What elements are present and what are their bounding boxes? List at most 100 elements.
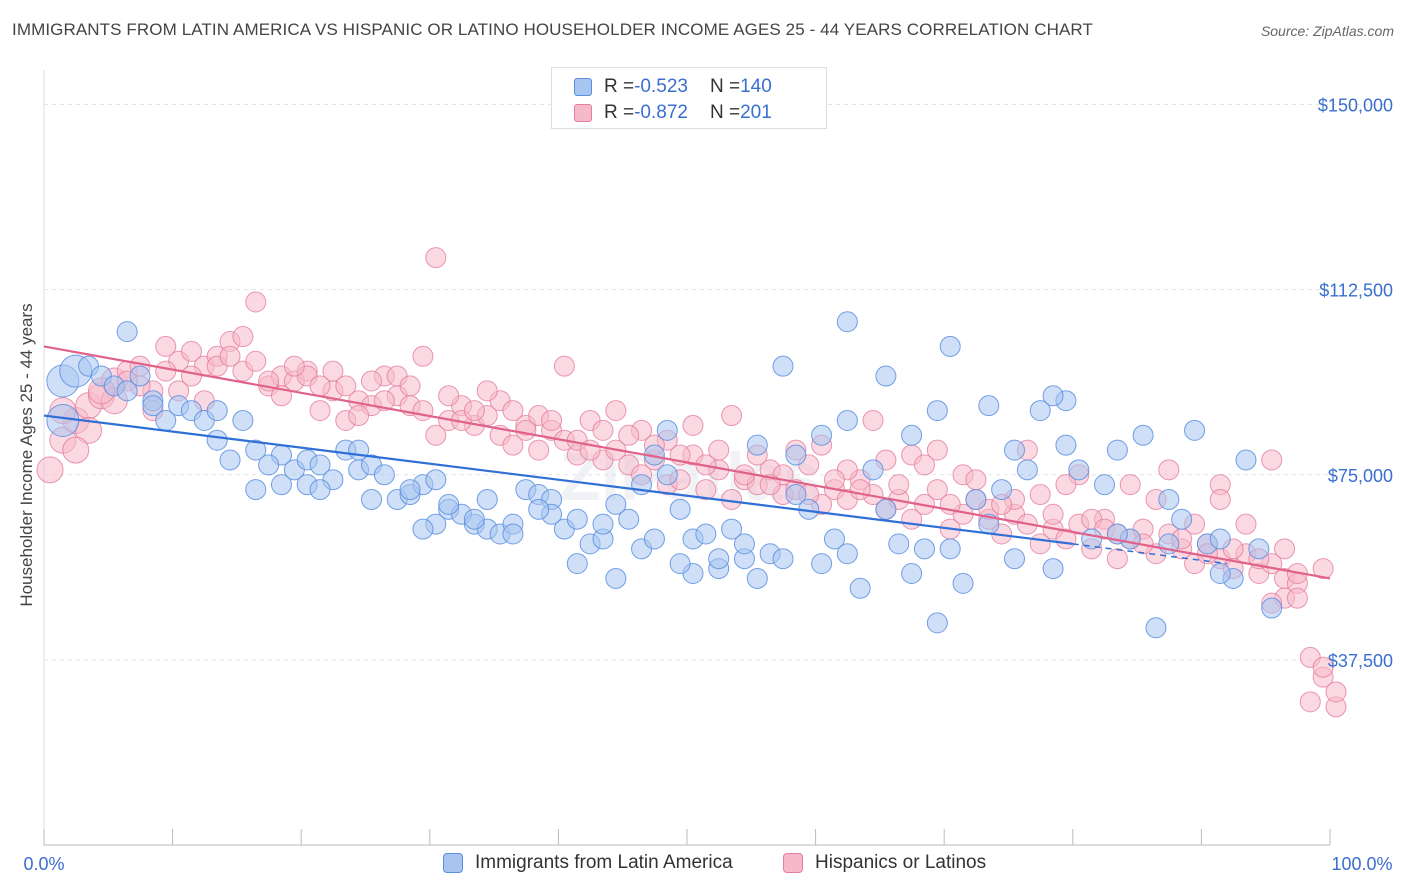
point-hispanics xyxy=(245,291,267,313)
legend-item-immigrants[interactable]: Immigrants from Latin America xyxy=(443,852,733,874)
point-hispanics xyxy=(1106,548,1128,570)
point-immigrants xyxy=(258,454,280,476)
point-immigrants xyxy=(309,479,331,501)
point-immigrants xyxy=(245,479,267,501)
point-immigrants xyxy=(1145,617,1167,639)
point-hispanics xyxy=(245,350,267,372)
point-immigrants xyxy=(772,355,794,377)
point-hispanics xyxy=(1235,513,1257,535)
point-immigrants xyxy=(785,484,807,506)
point-immigrants xyxy=(476,488,498,510)
point-immigrants xyxy=(1068,459,1090,481)
y-tick-label: $112,500 xyxy=(1319,281,1393,301)
point-hispanics xyxy=(553,355,575,377)
point-immigrants xyxy=(823,528,845,550)
point-immigrants xyxy=(746,567,768,589)
point-hispanics xyxy=(155,360,177,382)
point-immigrants xyxy=(1171,508,1193,530)
y-tick-label: $150,000 xyxy=(1318,96,1393,116)
point-immigrants xyxy=(811,424,833,446)
point-hispanics xyxy=(1312,558,1334,580)
point-immigrants xyxy=(1042,385,1064,407)
point-immigrants xyxy=(1132,424,1154,446)
point-hispanics xyxy=(373,390,395,412)
point-immigrants xyxy=(708,548,730,570)
y-axis-label: Householder Income Ages 25 - 44 years xyxy=(17,303,36,606)
point-hispanics xyxy=(759,474,781,496)
point-immigrants xyxy=(605,567,627,589)
point-immigrants xyxy=(1209,528,1231,550)
point-hispanics xyxy=(180,365,202,387)
series-hispanics-points xyxy=(36,247,1347,718)
point-hispanics xyxy=(1312,656,1334,678)
point-immigrants xyxy=(1209,563,1231,585)
x-tick-label-end: 100.0% xyxy=(1331,854,1392,874)
point-immigrants xyxy=(592,513,614,535)
point-immigrants xyxy=(46,403,80,437)
point-hispanics xyxy=(425,424,447,446)
point-immigrants xyxy=(129,365,151,387)
point-immigrants xyxy=(1094,474,1116,496)
point-immigrants xyxy=(412,518,434,540)
point-immigrants xyxy=(811,553,833,575)
point-immigrants xyxy=(142,395,164,417)
chart-title: IMMIGRANTS FROM LATIN AMERICA VS HISPANI… xyxy=(12,20,1093,39)
correlation-legend: R = -0.523 N = 140 R = -0.872 N = 201 xyxy=(551,67,827,129)
point-immigrants xyxy=(425,469,447,491)
point-immigrants xyxy=(206,400,228,422)
point-hispanics xyxy=(283,355,305,377)
n-label: N = xyxy=(709,102,741,123)
point-immigrants xyxy=(618,508,640,530)
point-hispanics xyxy=(180,340,202,362)
point-immigrants xyxy=(1106,439,1128,461)
n-value: 140 xyxy=(740,76,772,97)
legend-swatch-blue xyxy=(443,853,463,873)
point-immigrants xyxy=(721,518,743,540)
point-hispanics xyxy=(232,326,254,348)
point-immigrants xyxy=(952,572,974,594)
point-immigrants xyxy=(438,493,460,515)
point-immigrants xyxy=(1029,400,1051,422)
point-hispanics xyxy=(361,370,382,392)
point-immigrants xyxy=(913,538,935,560)
point-immigrants xyxy=(1248,538,1270,560)
point-immigrants xyxy=(695,523,717,545)
point-hispanics xyxy=(425,247,447,269)
point-hispanics xyxy=(926,479,948,501)
legend-item-hispanics[interactable]: Hispanics or Latinos xyxy=(783,852,986,874)
n-value: 201 xyxy=(740,102,772,123)
point-immigrants xyxy=(1158,488,1180,510)
point-immigrants xyxy=(1004,439,1025,461)
legend-swatch-pink xyxy=(574,104,592,122)
point-immigrants xyxy=(1042,558,1064,580)
legend-swatch-blue xyxy=(574,78,592,96)
point-hispanics xyxy=(438,385,460,407)
point-immigrants xyxy=(733,533,755,555)
point-hispanics xyxy=(463,400,485,422)
point-hispanics xyxy=(309,400,331,422)
r-value: -0.872 xyxy=(634,102,688,123)
point-hispanics xyxy=(888,474,910,496)
point-immigrants xyxy=(605,493,627,515)
point-hispanics xyxy=(528,439,550,461)
point-hispanics xyxy=(515,419,537,441)
point-immigrants xyxy=(862,459,884,481)
point-immigrants xyxy=(978,395,1000,417)
point-immigrants xyxy=(656,464,678,486)
point-immigrants xyxy=(772,548,794,570)
point-immigrants xyxy=(643,528,665,550)
point-hispanics xyxy=(412,400,434,422)
point-immigrants xyxy=(1004,548,1025,570)
trend-line-immigrants xyxy=(43,414,1073,545)
point-immigrants xyxy=(836,409,858,431)
point-hispanics xyxy=(695,479,717,501)
point-hispanics xyxy=(541,409,563,431)
point-hispanics xyxy=(502,400,524,422)
point-hispanics xyxy=(721,405,743,427)
point-hispanics xyxy=(1119,474,1141,496)
axes xyxy=(43,70,1331,846)
point-immigrants xyxy=(245,439,267,461)
point-immigrants xyxy=(116,380,138,402)
legend-swatch-pink xyxy=(783,853,803,873)
